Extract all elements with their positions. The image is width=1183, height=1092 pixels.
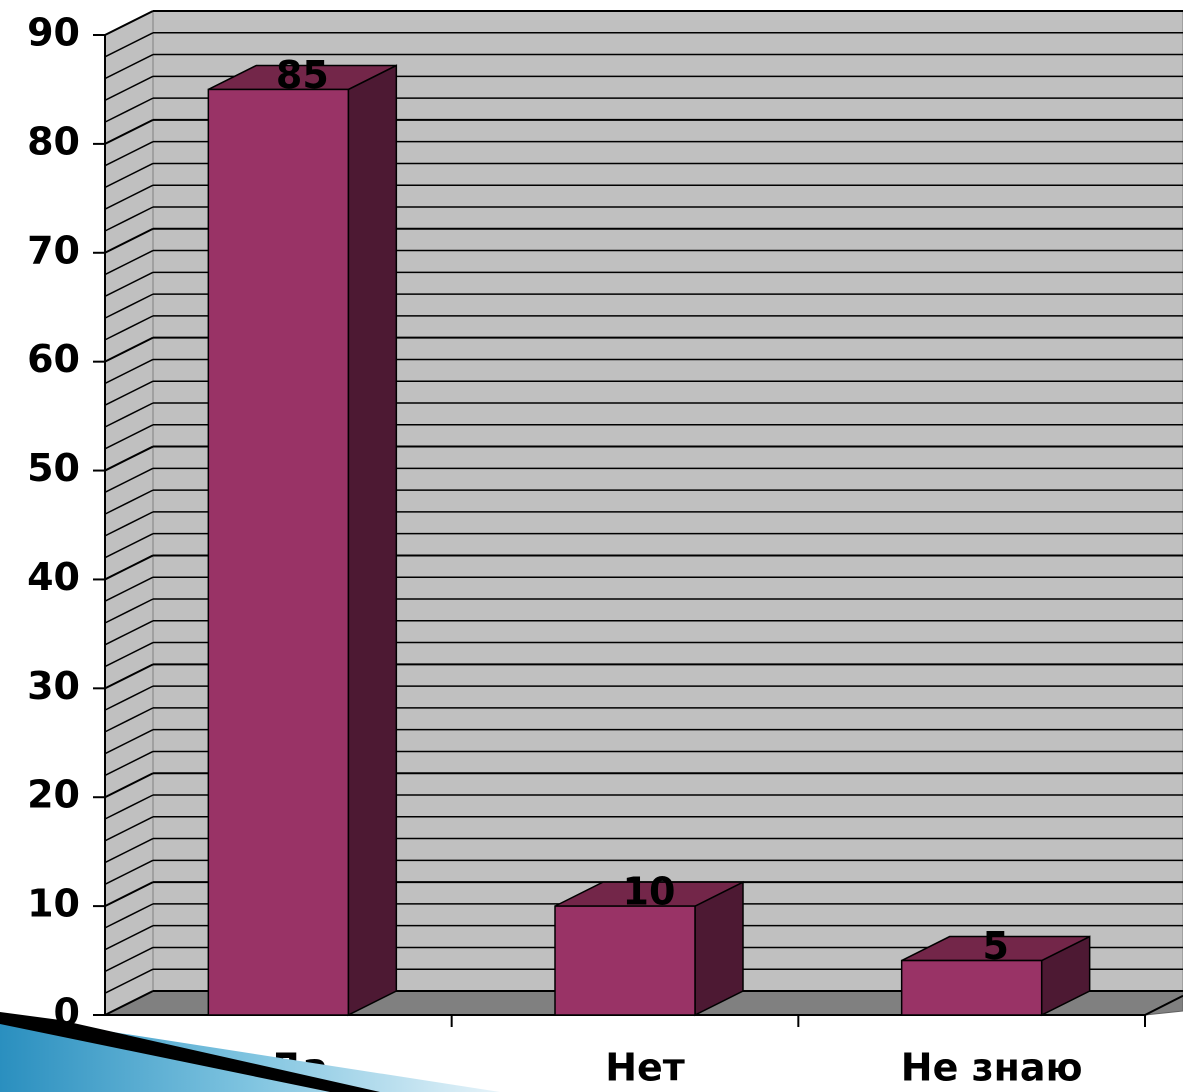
minor-grid-line [104,794,154,820]
grid-line [104,118,154,145]
minor-grid-line [104,816,154,842]
grid-line [104,227,154,254]
minor-grid-line [104,489,154,515]
y-tick-label: 90 [27,11,80,55]
minor-grid-line [104,32,154,58]
bar-side [347,64,398,1017]
grid-line [104,990,154,1016]
minor-grid-line [104,707,154,733]
minor-grid-line [104,358,154,385]
minor-grid-line [104,924,154,951]
minor-grid-line [104,249,154,276]
minor-grid-line [104,293,154,319]
minor-grid-line [104,728,154,755]
y-tick-label: 20 [27,773,80,817]
y-tick-label: 30 [27,664,80,708]
grid-line [104,881,154,908]
value-label: 85 [276,53,329,97]
minor-grid-line [104,685,154,711]
minor-grid-line [104,620,154,646]
minor-grid-line [104,467,154,494]
minor-grid-line [104,402,154,428]
value-label: 5 [982,924,1008,968]
y-tick-label: 80 [27,119,80,163]
minor-grid-line [104,532,154,559]
minor-grid-line [104,576,154,602]
y-tick-label: 60 [27,337,80,381]
grid-line [104,445,154,472]
minor-grid-line [104,380,154,406]
minor-grid-line [104,206,154,232]
grid-line [104,336,154,363]
minor-grid-line [104,946,154,973]
x-axis-depth [1144,994,1183,1016]
minor-grid-line [104,598,154,624]
value-label: 10 [623,870,676,914]
minor-grid-line [104,424,154,450]
minor-grid-line [104,837,154,864]
bar [207,88,350,1016]
minor-grid-line [104,903,154,929]
minor-grid-line [104,162,154,189]
y-tick-label: 10 [27,882,80,926]
minor-grid-line [104,75,154,102]
y-tick-label: 40 [27,555,80,599]
swoosh-line [0,1012,380,1092]
bar [554,905,696,1016]
minor-grid-line [104,315,154,341]
minor-grid-line [104,271,154,298]
minor-grid-line [104,97,154,123]
x-tick-label: Не знаю [901,1046,1083,1090]
minor-grid-line [104,140,154,167]
x-tick-label: Нет [605,1046,685,1090]
minor-grid-line [104,184,154,210]
bar [900,959,1043,1016]
grid-line [104,10,154,36]
grid-line [104,772,154,799]
minor-grid-line [104,641,154,668]
decoration [0,1012,500,1092]
minor-grid-line [104,511,154,537]
grid-line [104,663,154,690]
y-tick-label: 50 [27,446,80,490]
minor-grid-line [104,968,154,994]
y-tick-label: 70 [27,228,80,272]
minor-grid-line [104,53,154,80]
grid-line [104,554,154,581]
minor-grid-line [104,859,154,886]
plot-area: 010203040506070809085Да10Нет5Не знаю [27,10,1183,1090]
minor-grid-line [104,750,154,777]
